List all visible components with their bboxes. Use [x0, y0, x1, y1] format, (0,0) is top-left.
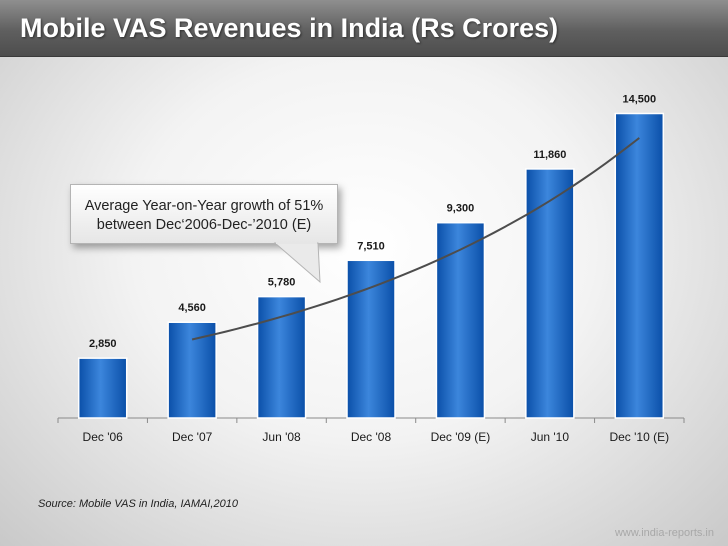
bar-6 — [614, 112, 665, 419]
data-label-6: 14,500 — [622, 94, 656, 106]
x-tick-label-2: Jun '08 — [262, 430, 301, 444]
x-tick-label-4: Dec '09 (E) — [431, 430, 491, 444]
bar-2 — [256, 295, 307, 419]
bar-4 — [435, 221, 486, 419]
callout-line-2: between Dec‘2006-Dec-’2010 (E) — [96, 217, 312, 233]
growth-callout: Average Year-on-Year growth of 51% betwe… — [70, 184, 338, 244]
data-label-1: 4,560 — [178, 302, 206, 314]
page-title: Mobile VAS Revenues in India (Rs Crores) — [20, 13, 559, 43]
bar-1 — [167, 321, 217, 419]
x-tick-label-3: Dec '08 — [351, 430, 392, 444]
x-tick-label-5: Jun '10 — [531, 430, 570, 444]
trend-line — [191, 137, 640, 341]
data-label-5: 11,860 — [533, 149, 566, 161]
bar-0 — [77, 357, 128, 419]
bar-5 — [525, 168, 575, 419]
data-label-0: 2,850 — [89, 338, 117, 350]
data-label-2: 5,780 — [268, 277, 296, 289]
source-note: Source: Mobile VAS in India, IAMAI,2010 — [38, 498, 238, 510]
data-label-3: 7,510 — [357, 240, 385, 252]
x-tick-label-1: Dec '07 — [172, 430, 213, 444]
bar-3 — [346, 259, 396, 419]
title-bar: Mobile VAS Revenues in India (Rs Crores) — [0, 0, 728, 57]
x-tick-label-0: Dec '06 — [83, 430, 124, 444]
site-url: www.india-reports.in — [614, 527, 714, 539]
data-label-4: 9,300 — [447, 203, 475, 215]
callout-line-1: Average Year-on-Year growth of 51% — [84, 198, 324, 214]
x-tick-label-6: Dec '10 (E) — [609, 430, 669, 444]
